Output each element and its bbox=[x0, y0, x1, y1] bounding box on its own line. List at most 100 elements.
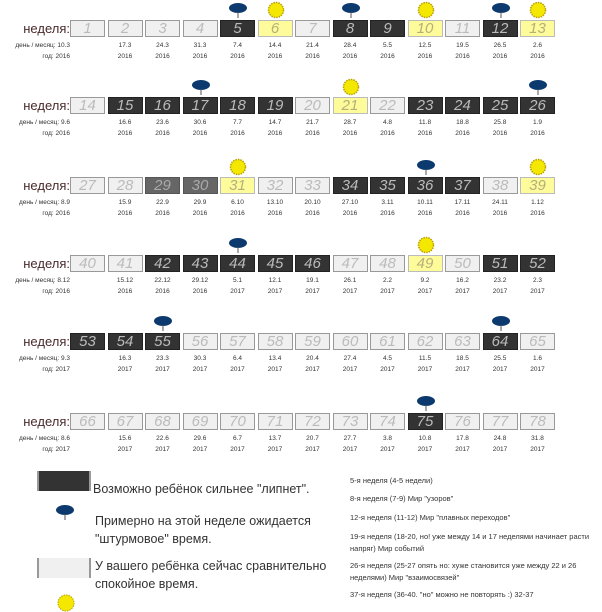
week-date: 27.10 bbox=[341, 199, 359, 206]
week-cell: 40 bbox=[70, 255, 105, 272]
week-year: 2017 bbox=[230, 446, 245, 453]
week-year: 2017 bbox=[342, 446, 358, 453]
week-cell: 23 bbox=[407, 97, 443, 114]
week-date: 29.12 bbox=[191, 277, 209, 284]
week-cell: 65 bbox=[520, 333, 555, 350]
week-year: 2017 bbox=[417, 288, 433, 295]
week-year: 2016 bbox=[417, 210, 433, 217]
week-year: 2016 bbox=[230, 130, 245, 137]
week-cell: 47 bbox=[332, 255, 368, 272]
note-4: 19-я неделя (18-20, но! уже между 14 и 1… bbox=[350, 532, 590, 553]
year-label-text: год: bbox=[42, 366, 54, 373]
week-cell: 28 bbox=[107, 177, 143, 194]
week-cell: 25 bbox=[482, 97, 518, 114]
week-date: 25.5 bbox=[493, 355, 507, 362]
daymonth-label: день / месяц: 9.3 bbox=[0, 355, 70, 362]
week-year: 2016 bbox=[117, 53, 133, 60]
week-year: 2016 bbox=[455, 210, 470, 217]
week-year: 2017 bbox=[380, 288, 395, 295]
week-date: 17.11 bbox=[454, 199, 471, 206]
week-cell: 27 bbox=[70, 177, 105, 194]
week-date: 23.6 bbox=[156, 119, 169, 126]
week-cell: 41 bbox=[107, 255, 143, 272]
year-label: год: 2017 bbox=[0, 446, 70, 453]
week-cell: 60 bbox=[332, 333, 368, 350]
week-year: 2017 bbox=[117, 446, 133, 453]
first-date: 8.9 bbox=[60, 199, 70, 206]
week-cell: 20 bbox=[295, 97, 330, 114]
year-label-text: год: bbox=[42, 288, 54, 295]
daymonth-label-text: день / месяц: bbox=[18, 199, 60, 206]
week-cell: 70 bbox=[220, 413, 255, 430]
week-date: 11.8 bbox=[418, 119, 432, 126]
week-date: 3.8 bbox=[382, 435, 393, 442]
week-year: 2016 bbox=[380, 53, 395, 60]
week-cell: 22 bbox=[370, 97, 405, 114]
week-date: 1.9 bbox=[532, 119, 543, 126]
week-label: неделя: bbox=[23, 256, 70, 271]
legend-cloud-text: Примерно на этой неделе ожидается "штурм… bbox=[0, 512, 340, 548]
week-year: 2016 bbox=[267, 210, 283, 217]
week-cell: 9 bbox=[370, 20, 405, 37]
first-year: 2016 bbox=[55, 53, 70, 60]
week-label: неделя: bbox=[23, 21, 70, 36]
week-cell: 45 bbox=[257, 255, 293, 272]
note-5: 26-я неделя (25-27 опять но: хуже станов… bbox=[350, 561, 577, 582]
week-year: 2017 bbox=[380, 366, 395, 373]
week-date: 24.3 bbox=[156, 42, 169, 49]
week-cell: 15 bbox=[107, 97, 143, 114]
week-year: 2016 bbox=[417, 53, 433, 60]
note-2: 8-я неделя (7-9) Мир "узоров" bbox=[350, 494, 454, 503]
legend-light-swatch bbox=[37, 558, 91, 578]
week-year: 2017 bbox=[492, 366, 508, 373]
week-year: 2017 bbox=[342, 288, 358, 295]
week-cell: 43 bbox=[182, 255, 218, 272]
week-cell: 69 bbox=[182, 413, 218, 430]
week-cell: 54 bbox=[107, 333, 143, 350]
cloud-icon bbox=[191, 78, 211, 96]
week-year: 2016 bbox=[492, 210, 508, 217]
week-date: 21.7 bbox=[306, 119, 319, 126]
week-year: 2016 bbox=[305, 53, 320, 60]
week-date: 24.11 bbox=[492, 199, 508, 206]
week-cell: 66 bbox=[70, 413, 105, 430]
week-date: 20.10 bbox=[304, 199, 321, 206]
week-date: 20.7 bbox=[306, 435, 319, 442]
week-date: 19.1 bbox=[306, 277, 319, 284]
week-date: 3.11 bbox=[381, 199, 394, 206]
week-year: 2016 bbox=[155, 130, 170, 137]
week-cell: 33 bbox=[295, 177, 330, 194]
week-year: 2017 bbox=[155, 366, 170, 373]
week-year: 2016 bbox=[117, 210, 133, 217]
week-cell: 78 bbox=[520, 413, 555, 430]
week-cell: 2 bbox=[107, 20, 143, 37]
cloud-icon bbox=[416, 394, 436, 412]
week-cell: 1 bbox=[70, 20, 105, 37]
week-date: 30.3 bbox=[193, 355, 207, 362]
week-label: неделя: bbox=[23, 98, 70, 113]
week-date: 13.7 bbox=[268, 435, 282, 442]
week-date: 9.2 bbox=[420, 277, 430, 284]
week-year: 2016 bbox=[530, 53, 545, 60]
week-cell: 14 bbox=[70, 97, 105, 114]
daymonth-label-text: день / месяц: bbox=[18, 435, 60, 442]
week-cell: 67 bbox=[107, 413, 143, 430]
note-3: 12-я неделя (11-12) Мир "плавных переход… bbox=[350, 513, 511, 522]
week-date: 7.7 bbox=[232, 119, 243, 126]
first-year: 2017 bbox=[55, 366, 70, 373]
week-date: 16.3 bbox=[118, 355, 132, 362]
week-label: неделя: bbox=[23, 178, 70, 193]
legend-light-text: У вашего ребёнка сейчас сравнительно спо… bbox=[0, 557, 330, 593]
legend-dark-text: Возможно ребёнок сильнее "липнет". bbox=[93, 482, 310, 496]
week-cell: 50 bbox=[445, 255, 480, 272]
week-cell: 19 bbox=[257, 97, 293, 114]
week-label: неделя: bbox=[23, 334, 70, 349]
cloud-icon bbox=[153, 314, 173, 332]
week-year: 2016 bbox=[192, 130, 208, 137]
sun-icon bbox=[341, 78, 361, 96]
week-cell: 74 bbox=[370, 413, 405, 430]
week-year: 2017 bbox=[267, 366, 283, 373]
cloud-icon bbox=[228, 236, 248, 254]
week-cell: 31 bbox=[220, 177, 255, 194]
week-cell: 57 bbox=[220, 333, 255, 350]
